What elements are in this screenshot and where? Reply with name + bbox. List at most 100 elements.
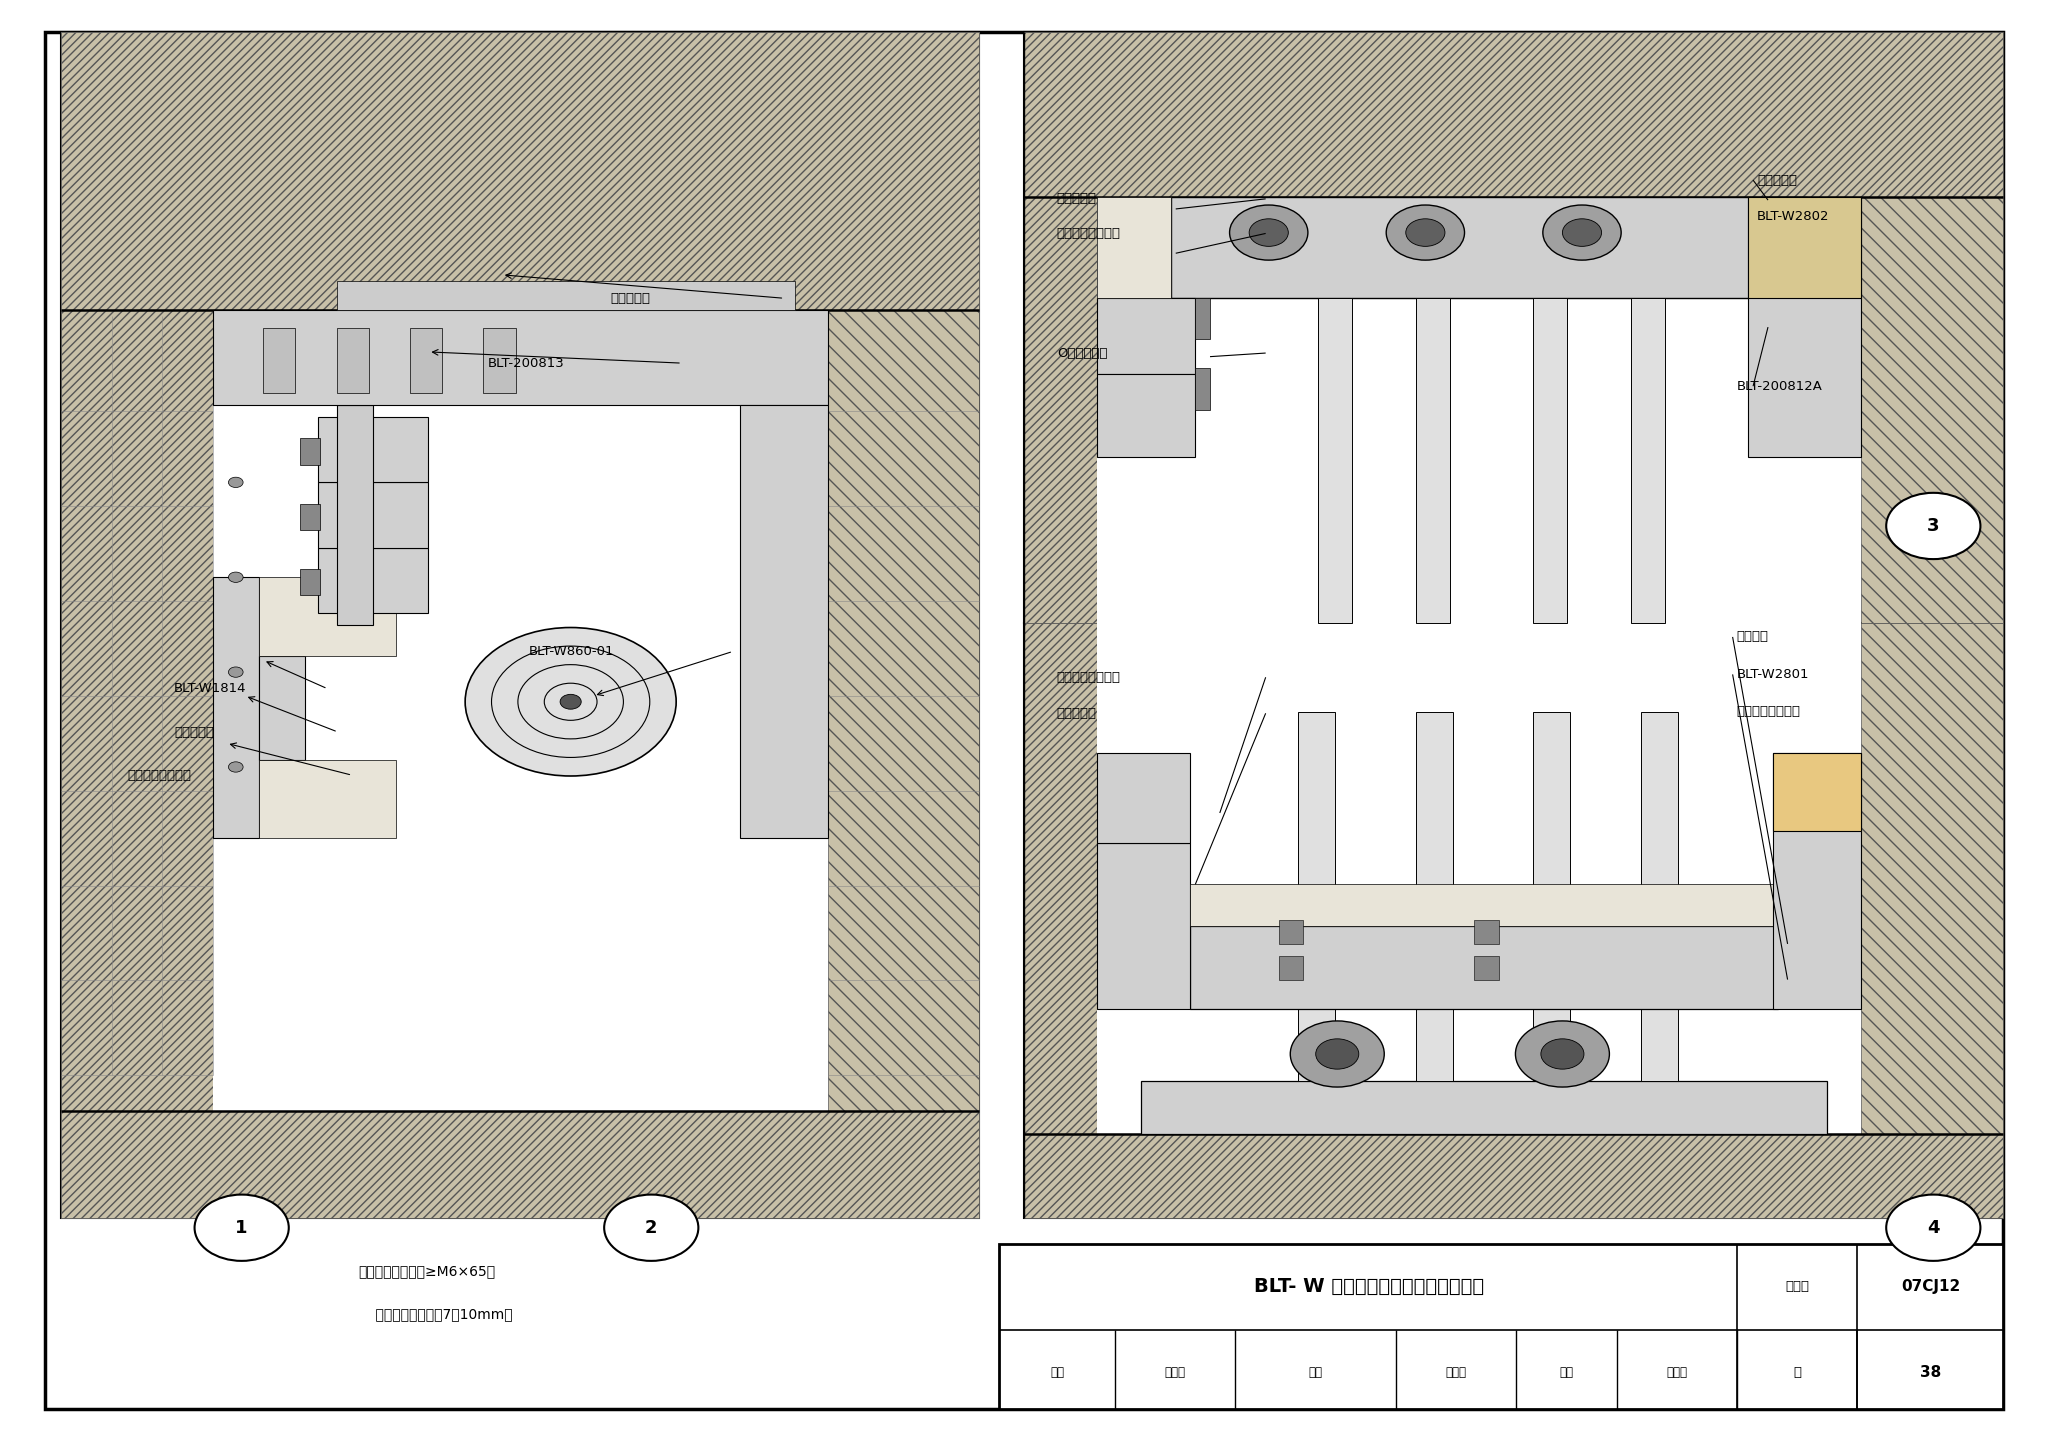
- Text: 图集号: 图集号: [1786, 1280, 1808, 1293]
- Bar: [317, 416, 428, 483]
- Bar: [299, 504, 319, 530]
- Bar: [1640, 712, 1677, 1081]
- Circle shape: [1542, 205, 1622, 261]
- Bar: [61, 32, 979, 310]
- Bar: [1024, 1134, 2003, 1218]
- Bar: [336, 329, 369, 393]
- Circle shape: [229, 477, 244, 487]
- Text: O型密封胶条: O型密封胶条: [1057, 346, 1108, 360]
- Circle shape: [559, 695, 582, 709]
- Text: 现场灌聚氨酯发泡: 现场灌聚氨酯发泡: [1057, 226, 1120, 241]
- Text: 焦冀曾: 焦冀曾: [1165, 1366, 1186, 1379]
- Text: BLT-W2802: BLT-W2802: [1757, 209, 1829, 223]
- Bar: [827, 32, 979, 1218]
- Circle shape: [195, 1195, 289, 1261]
- Bar: [213, 578, 258, 839]
- Text: 弹性密封膏: 弹性密封膏: [1057, 706, 1098, 720]
- Bar: [741, 405, 827, 839]
- Bar: [258, 759, 397, 839]
- Text: 杨兴义: 杨兴义: [1446, 1366, 1466, 1379]
- Text: 3: 3: [1927, 517, 1939, 535]
- Bar: [1862, 197, 2003, 623]
- Circle shape: [1516, 1020, 1610, 1087]
- Bar: [1024, 623, 2003, 1218]
- Text: 尼龙锚栓套管外径7～10mm；: 尼龙锚栓套管外径7～10mm；: [358, 1307, 514, 1321]
- Bar: [1862, 623, 2003, 1134]
- Bar: [999, 1244, 2003, 1409]
- Text: 注：金属膨胀螺栓≥M6×65；: 注：金属膨胀螺栓≥M6×65；: [358, 1264, 496, 1278]
- Text: 07CJ12: 07CJ12: [1901, 1280, 1960, 1294]
- Bar: [317, 548, 428, 612]
- Bar: [1024, 197, 1098, 623]
- Text: 审核: 审核: [1051, 1366, 1065, 1379]
- Circle shape: [1290, 1020, 1384, 1087]
- Circle shape: [1540, 1039, 1583, 1069]
- Bar: [1024, 623, 1098, 1134]
- Bar: [1415, 712, 1452, 1081]
- Bar: [1098, 754, 1190, 843]
- Bar: [61, 32, 213, 1218]
- Bar: [1278, 921, 1303, 944]
- Bar: [299, 569, 319, 595]
- Text: BLT-W1814: BLT-W1814: [174, 682, 246, 696]
- Circle shape: [1405, 219, 1446, 246]
- Bar: [1098, 298, 1196, 375]
- Bar: [1098, 197, 1862, 623]
- Text: 弹性密封膏: 弹性密封膏: [174, 725, 215, 739]
- Bar: [1024, 32, 2003, 197]
- Text: 设计: 设计: [1559, 1366, 1573, 1379]
- Text: 软质发泡聚乙烯棒: 软质发泡聚乙烯棒: [1737, 705, 1800, 719]
- Bar: [258, 578, 397, 656]
- Bar: [317, 483, 428, 548]
- Text: BLT-W2801: BLT-W2801: [1737, 667, 1808, 682]
- Text: 38: 38: [1921, 1365, 1942, 1380]
- Bar: [1098, 197, 1171, 298]
- Bar: [299, 438, 319, 464]
- Circle shape: [604, 1195, 698, 1261]
- Bar: [1141, 1081, 1827, 1134]
- Bar: [1534, 712, 1571, 1081]
- Bar: [1024, 32, 2003, 623]
- Text: 现场灌聚氨酯发泡: 现场灌聚氨酯发泡: [127, 768, 190, 782]
- Bar: [264, 329, 295, 393]
- Bar: [1317, 298, 1352, 623]
- Text: 弹性密封膏: 弹性密封膏: [1057, 192, 1098, 206]
- Bar: [1475, 921, 1499, 944]
- Bar: [61, 32, 979, 1218]
- Text: （滑轮）: （滑轮）: [1737, 630, 1769, 644]
- Text: 现场灌聚氨酯发泡: 现场灌聚氨酯发泡: [1057, 670, 1120, 684]
- Bar: [213, 310, 827, 1111]
- Text: 防盗密封块: 防盗密封块: [1757, 173, 1798, 187]
- Bar: [336, 405, 373, 625]
- Bar: [1171, 197, 1806, 298]
- Bar: [1749, 197, 1862, 298]
- Text: BLT- W 全无框推拉窗节点图（平式）: BLT- W 全无框推拉窗节点图（平式）: [1253, 1277, 1485, 1295]
- Text: BLT-200813: BLT-200813: [487, 356, 563, 370]
- Text: 2: 2: [645, 1219, 657, 1236]
- Circle shape: [229, 762, 244, 772]
- Text: 余金璋: 余金璋: [1667, 1366, 1688, 1379]
- Bar: [61, 1111, 979, 1218]
- Text: 弹性密封膏: 弹性密封膏: [610, 291, 651, 305]
- Circle shape: [1249, 219, 1288, 246]
- Bar: [213, 310, 827, 405]
- Text: BLT-W860-01: BLT-W860-01: [528, 644, 614, 659]
- Bar: [1190, 885, 1778, 927]
- Bar: [1196, 298, 1210, 339]
- Bar: [1190, 927, 1778, 1009]
- Circle shape: [465, 627, 676, 777]
- Bar: [1278, 955, 1303, 980]
- Bar: [410, 329, 442, 393]
- Bar: [483, 329, 516, 393]
- Bar: [1630, 298, 1665, 623]
- Circle shape: [1563, 219, 1602, 246]
- Bar: [336, 281, 795, 310]
- Text: 页: 页: [1794, 1366, 1802, 1379]
- Circle shape: [1229, 205, 1309, 261]
- Text: 1: 1: [236, 1219, 248, 1236]
- Circle shape: [1315, 1039, 1358, 1069]
- Bar: [1774, 754, 1862, 831]
- Bar: [1774, 754, 1862, 1009]
- Bar: [1298, 712, 1335, 1081]
- Circle shape: [1886, 1195, 1980, 1261]
